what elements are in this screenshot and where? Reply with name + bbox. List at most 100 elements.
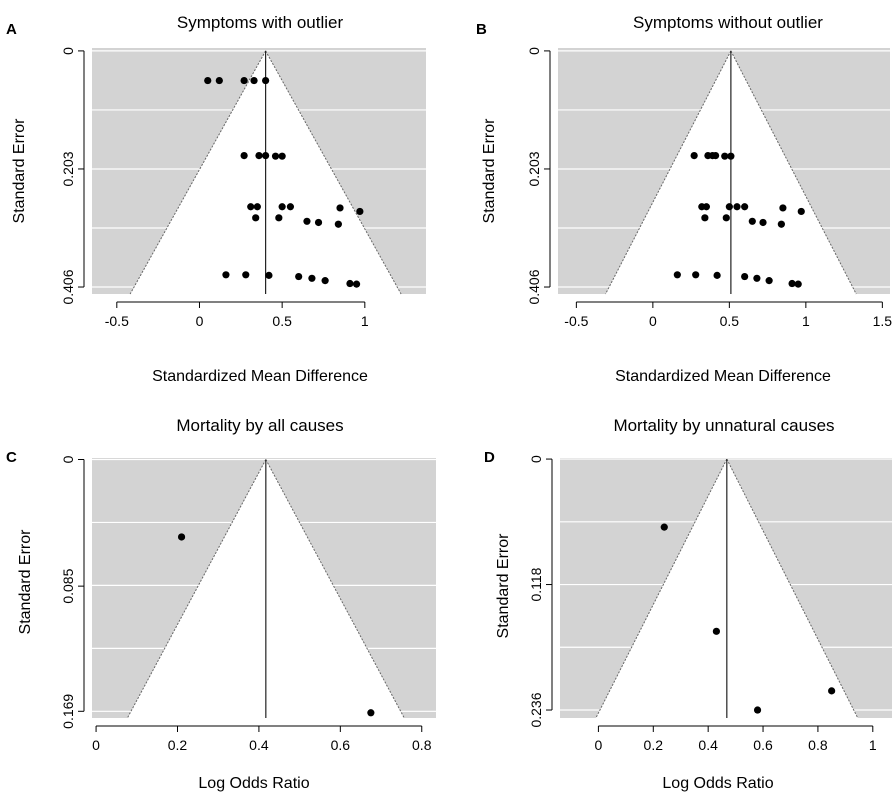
panel-a-title: Symptoms with outlier — [177, 13, 344, 32]
study-point — [713, 271, 721, 279]
panel-a: A Symptoms with outlier Standardized Mea… — [6, 13, 426, 385]
y-tick-label: 0 — [526, 47, 542, 55]
panel-c-title: Mortality by all causes — [176, 416, 343, 435]
study-point — [278, 203, 286, 211]
study-point — [215, 76, 223, 85]
x-tick-label: 0.4 — [249, 737, 269, 753]
study-point — [741, 203, 749, 211]
x-tick-label: 1 — [361, 313, 369, 329]
study-point — [352, 280, 361, 288]
study-point — [797, 207, 805, 216]
study-point — [690, 151, 698, 160]
x-tick-label: 0.8 — [808, 737, 828, 753]
y-tick-label: 0.406 — [60, 269, 76, 304]
study-point — [356, 207, 364, 216]
y-tick-label: 0.406 — [526, 269, 542, 304]
funnel-right-edge — [726, 458, 859, 719]
x-tick-label: 0.6 — [753, 737, 773, 753]
study-point — [346, 279, 354, 288]
study-point — [777, 220, 785, 228]
study-point — [722, 214, 730, 222]
study-point — [660, 523, 668, 531]
study-point — [711, 151, 720, 160]
y-tick-label: 0 — [528, 455, 544, 463]
panel-c: C Mortality by all causes Log Odds Ratio… — [6, 416, 436, 792]
study-point — [253, 203, 261, 211]
study-point — [286, 203, 295, 211]
study-point — [828, 687, 836, 695]
x-tick-label: 0.5 — [272, 313, 292, 329]
study-point — [712, 627, 720, 635]
panel-c-plot-area: 0 0.2 0.4 0.6 0.8 0 0.085 0.169 — [60, 455, 436, 753]
study-point — [222, 271, 230, 279]
study-point — [262, 151, 270, 160]
panel-d: D Mortality by unnatural causes Log Odds… — [484, 416, 892, 792]
panel-a-ylabel: Standard Error — [11, 118, 28, 224]
funnel-left-edge — [595, 458, 728, 719]
panel-d-ylabel: Standard Error — [495, 533, 512, 639]
study-point — [314, 218, 323, 227]
study-point — [247, 203, 255, 211]
study-point — [753, 706, 762, 714]
study-point — [240, 151, 248, 160]
study-point — [794, 280, 802, 288]
y-tick-label: 0.236 — [528, 692, 544, 727]
x-tick-label: 0.2 — [168, 737, 188, 753]
study-point — [721, 152, 729, 160]
panel-b-title: Symptoms without outlier — [633, 13, 823, 32]
study-point — [255, 151, 263, 160]
study-point — [727, 152, 735, 160]
panel-b: B Symptoms without outlier Standardized … — [476, 13, 892, 385]
panel-a-letter: A — [6, 21, 17, 38]
study-point — [177, 533, 186, 541]
study-point — [265, 271, 273, 279]
y-tick-label: 0.118 — [528, 567, 544, 601]
panel-a-xlabel: Standardized Mean Difference — [152, 368, 368, 385]
x-tick-label: 0.4 — [698, 737, 718, 753]
study-point — [741, 272, 749, 281]
study-point — [725, 203, 733, 211]
y-tick-label: 0.169 — [60, 694, 76, 729]
study-point — [779, 204, 787, 212]
study-point — [759, 218, 767, 227]
study-point — [765, 277, 773, 285]
panel-b-plot-area: -0.5 0 0.5 1 1.5 0 0.203 0.406 — [526, 47, 892, 329]
x-tick-label: 1 — [869, 737, 877, 753]
study-point — [242, 271, 250, 279]
x-tick-label: 0.5 — [720, 313, 740, 329]
y-tick-label: 0.203 — [526, 151, 542, 186]
study-point — [336, 204, 344, 212]
panel-b-xlabel: Standardized Mean Difference — [615, 368, 831, 385]
x-tick-label: 0 — [649, 313, 657, 329]
study-point — [250, 76, 258, 85]
funnel-right-edge — [730, 50, 857, 295]
x-tick-label: 0.2 — [644, 737, 664, 753]
x-tick-label: 1 — [802, 313, 810, 329]
study-point — [753, 274, 761, 282]
funnel-left-edge — [129, 50, 267, 295]
panel-d-plot-area: 0 0.2 0.4 0.6 0.8 1 0 0.118 0.236 — [528, 455, 892, 753]
study-point — [701, 214, 709, 222]
x-tick-label: 0 — [595, 737, 603, 753]
study-point — [303, 217, 311, 225]
panel-d-letter: D — [484, 449, 495, 466]
panel-d-title: Mortality by unnatural causes — [613, 416, 834, 435]
study-point — [252, 214, 260, 222]
x-tick-label: 1.5 — [873, 313, 893, 329]
x-tick-label: 0 — [92, 737, 100, 753]
panel-c-ylabel: Standard Error — [17, 529, 34, 635]
panel-c-letter: C — [6, 449, 17, 466]
x-tick-label: 0.6 — [331, 737, 351, 753]
study-point — [278, 152, 286, 160]
panel-b-ylabel: Standard Error — [481, 118, 498, 224]
x-tick-label: -0.5 — [105, 313, 129, 329]
funnel-right-edge — [265, 50, 402, 295]
panel-d-xlabel: Log Odds Ratio — [662, 775, 773, 792]
x-tick-label: 0.8 — [412, 737, 432, 753]
funnel-left-edge — [605, 50, 732, 295]
x-tick-label: -0.5 — [564, 313, 588, 329]
y-tick-label: 0.203 — [60, 151, 76, 186]
study-point — [702, 203, 711, 211]
study-point — [321, 277, 329, 285]
